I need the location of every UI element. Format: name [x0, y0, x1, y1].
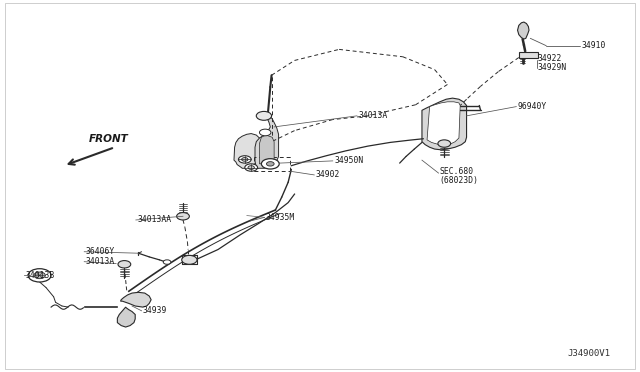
Text: 34935M: 34935M — [266, 213, 295, 222]
Text: 34013A: 34013A — [358, 111, 387, 121]
Text: 34902: 34902 — [316, 170, 340, 179]
Circle shape — [245, 164, 257, 171]
Polygon shape — [422, 98, 467, 150]
Text: 34922: 34922 — [538, 54, 563, 63]
Text: 34013B: 34013B — [26, 271, 55, 280]
Polygon shape — [259, 135, 274, 164]
Text: 34910: 34910 — [581, 41, 605, 50]
Circle shape — [177, 212, 189, 220]
Circle shape — [438, 140, 451, 147]
Polygon shape — [255, 115, 278, 168]
Text: 96940Y: 96940Y — [518, 102, 547, 111]
Bar — [519, 52, 538, 58]
Circle shape — [248, 166, 254, 169]
Circle shape — [256, 112, 271, 120]
Circle shape — [118, 260, 131, 268]
Polygon shape — [120, 292, 151, 307]
Text: 34013AA: 34013AA — [137, 215, 172, 224]
Circle shape — [242, 158, 248, 161]
Polygon shape — [234, 134, 266, 168]
Text: 34950N: 34950N — [334, 156, 364, 166]
Circle shape — [34, 272, 45, 279]
Polygon shape — [117, 307, 135, 327]
Circle shape — [163, 260, 171, 264]
Text: 34939: 34939 — [143, 306, 167, 315]
Circle shape — [266, 161, 274, 166]
Circle shape — [182, 256, 197, 264]
Text: 36406Y: 36406Y — [86, 247, 115, 256]
Text: (68023D): (68023D) — [440, 176, 479, 185]
Text: SEC.680: SEC.680 — [440, 167, 474, 176]
Polygon shape — [518, 22, 529, 39]
Text: 34013A: 34013A — [86, 257, 115, 266]
Polygon shape — [427, 102, 460, 145]
Text: 34929N: 34929N — [538, 63, 567, 72]
Circle shape — [239, 156, 251, 163]
Circle shape — [261, 159, 279, 169]
Circle shape — [28, 269, 51, 282]
Circle shape — [259, 129, 271, 136]
FancyBboxPatch shape — [4, 3, 636, 369]
Text: FRONT: FRONT — [88, 134, 128, 144]
Text: J34900V1: J34900V1 — [567, 349, 611, 358]
